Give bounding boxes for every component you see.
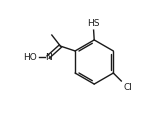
Text: Cl: Cl — [123, 83, 132, 92]
Text: HO: HO — [23, 53, 37, 62]
Text: HS: HS — [87, 19, 100, 28]
Text: N: N — [45, 53, 52, 62]
